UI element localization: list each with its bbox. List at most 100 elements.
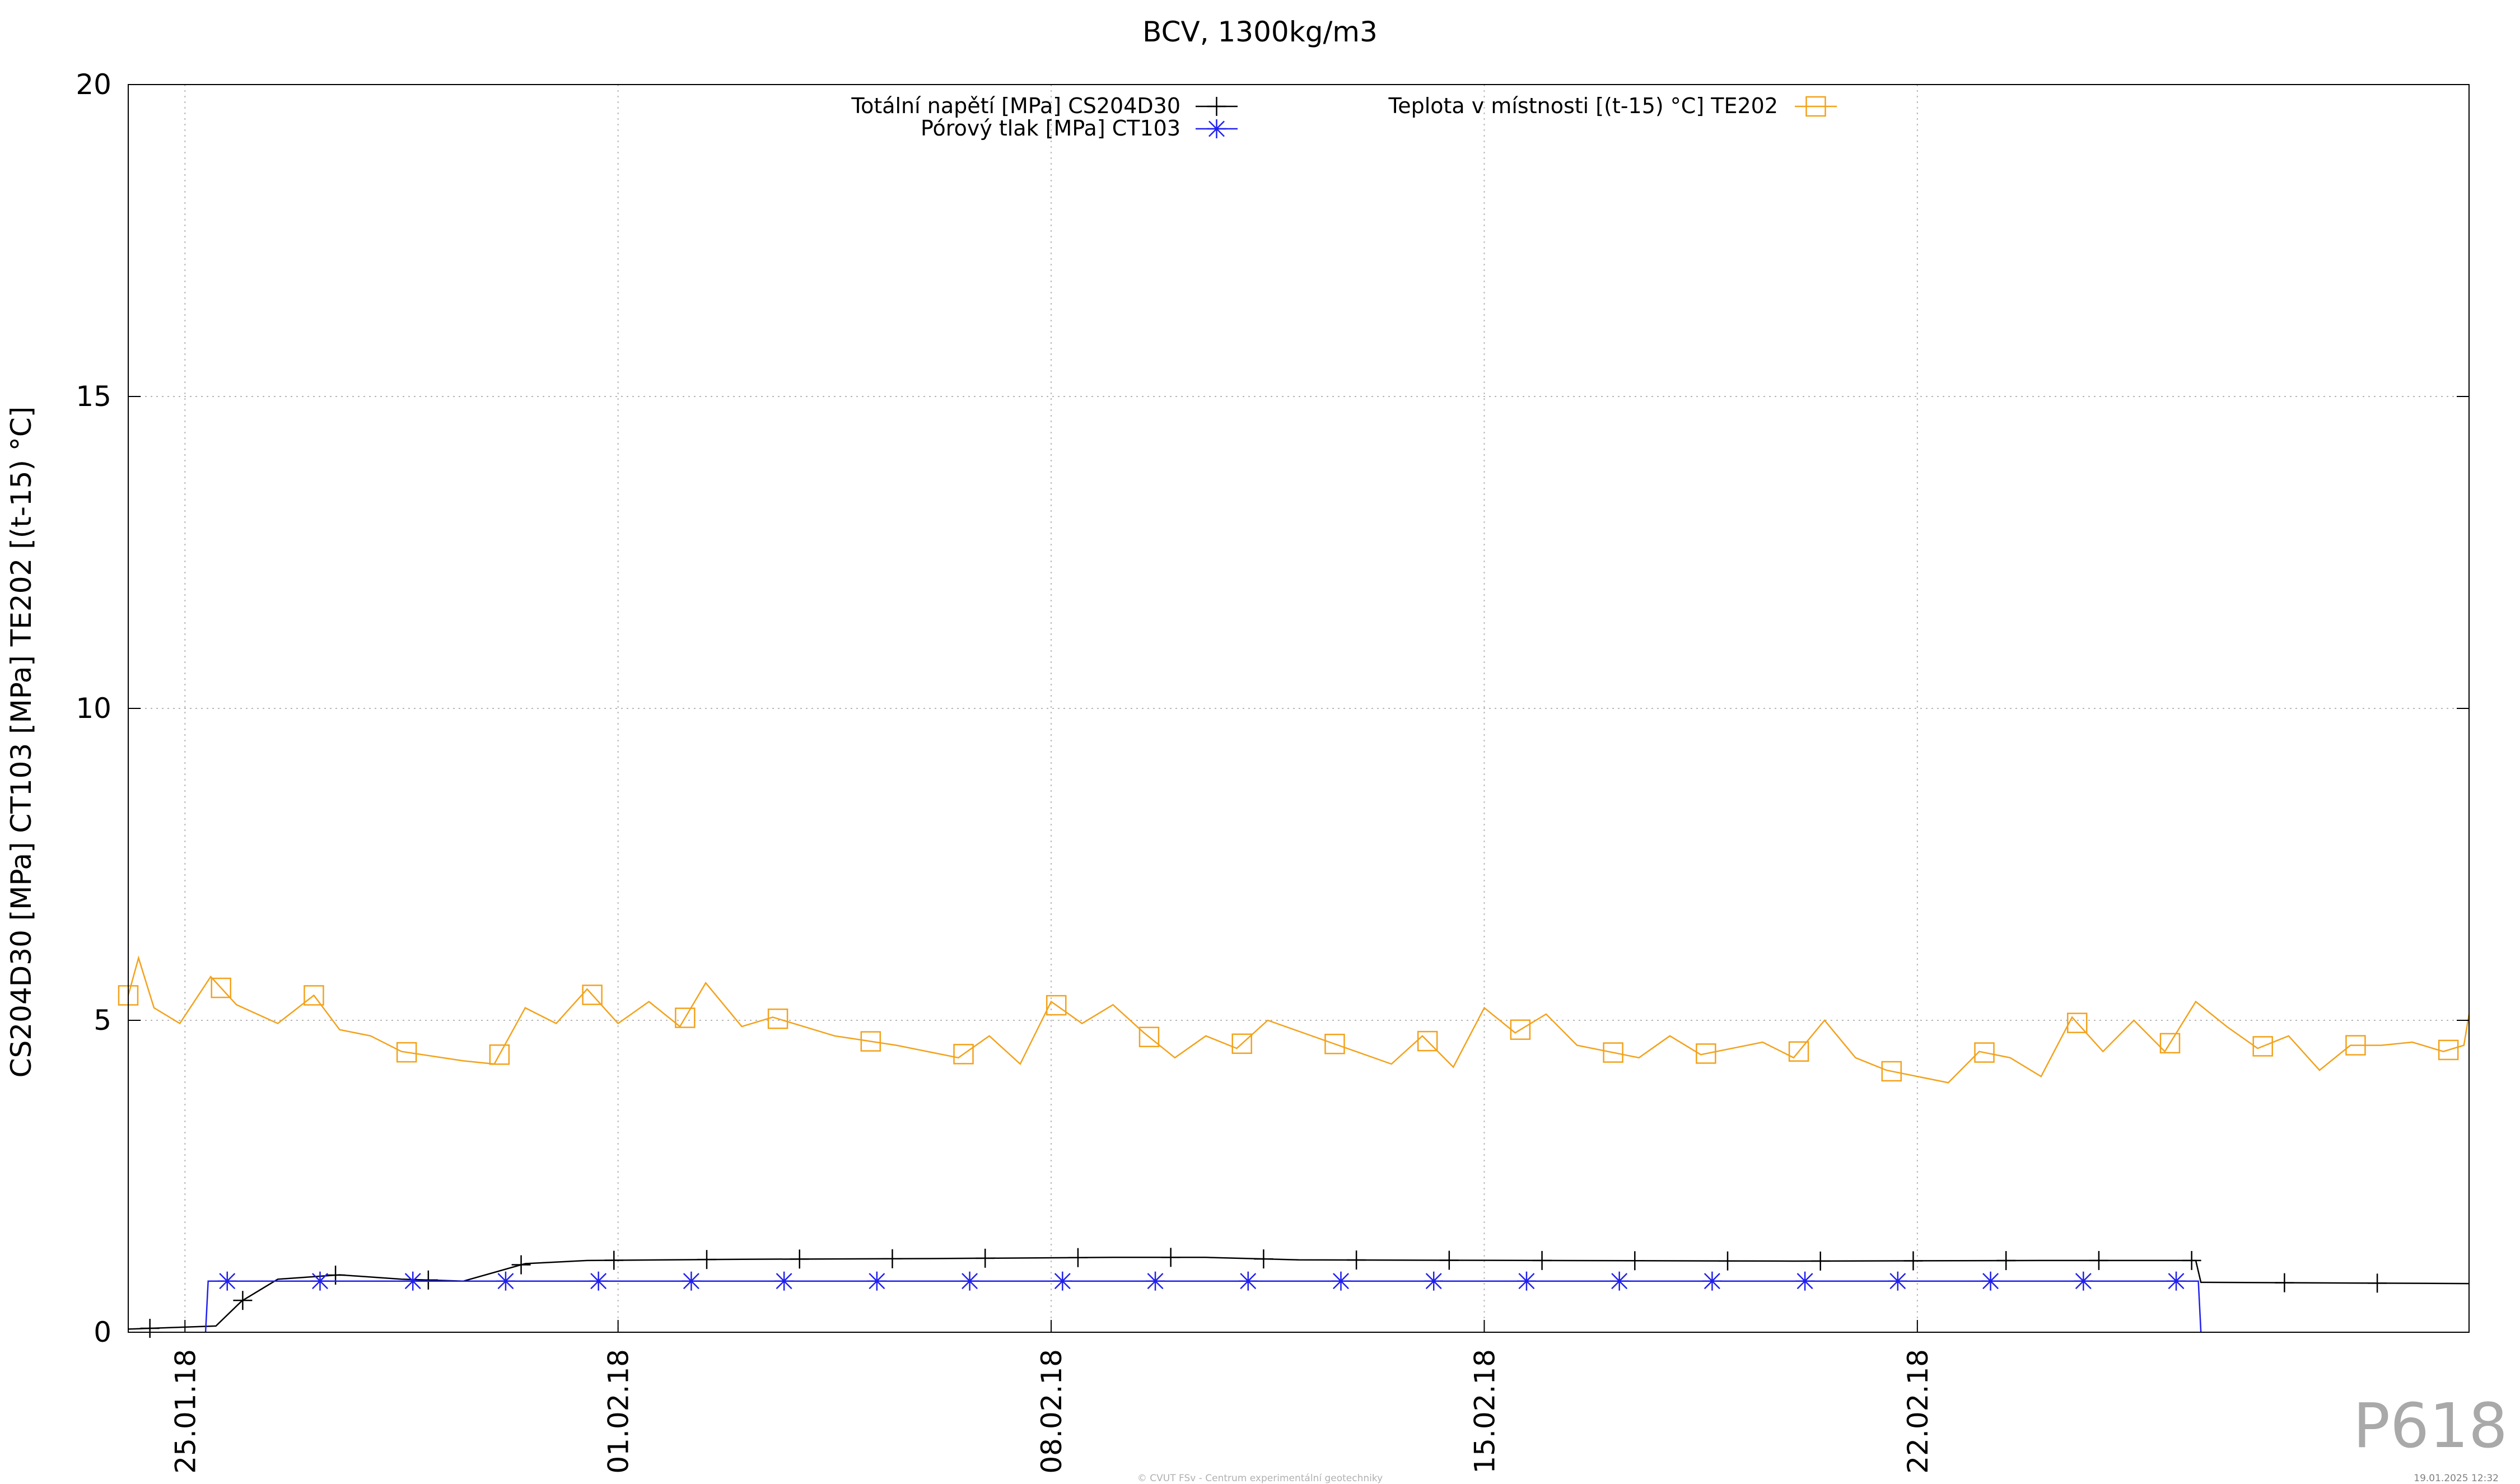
room-temperature-marker — [1974, 1042, 1995, 1063]
x-tick-label: 22.02.18 — [1902, 1349, 1934, 1474]
series-layer — [118, 955, 2470, 1338]
total-stress-marker — [697, 1250, 717, 1270]
room-temperature-marker — [1046, 995, 1067, 1016]
total-stress-marker — [511, 1255, 531, 1275]
pore-pressure-marker — [1424, 1271, 1444, 1291]
total-stress-marker — [1718, 1251, 1738, 1271]
legend-entry-room-temperature: Teplota v místnosti [(t-15) °C] TE202 — [1388, 94, 1837, 118]
room-temperature-marker — [1231, 1033, 1252, 1054]
y-tick-label: 0 — [94, 1316, 111, 1348]
room-temperature-marker — [1510, 1019, 1531, 1040]
total-stress-marker — [2275, 1273, 2294, 1292]
pore-pressure-marker — [682, 1271, 701, 1291]
room-temperature-marker — [1788, 1041, 1809, 1062]
pore-pressure-marker — [774, 1271, 794, 1291]
room-temperature-line — [127, 955, 2470, 1084]
total-stress-marker — [1996, 1251, 2016, 1271]
room-temperature-marker — [1417, 1030, 1438, 1052]
room-temperature-marker — [2252, 1036, 2273, 1057]
chart-title: BCV, 1300kg/m3 — [1142, 16, 1378, 48]
pore-pressure-marker — [1053, 1271, 1072, 1291]
footer-timestamp: 19.01.2025 12:32 — [2414, 1473, 2499, 1484]
room-temperature-marker — [2438, 1039, 2459, 1061]
pore-pressure-marker — [1516, 1271, 1536, 1291]
room-temperature-marker — [860, 1031, 881, 1052]
total-stress-marker — [2089, 1250, 2108, 1270]
pore-pressure-marker — [1888, 1271, 1907, 1291]
pore-pressure-marker — [1981, 1271, 2000, 1291]
pore-pressure-marker — [1331, 1271, 1351, 1291]
room-temperature-marker — [1696, 1043, 1716, 1064]
room-temperature-marker — [953, 1044, 974, 1065]
total-stress-marker — [790, 1249, 809, 1269]
total-stress-marker — [1810, 1251, 1830, 1271]
total-stress-marker — [1254, 1249, 1273, 1269]
pore-pressure-marker — [589, 1271, 608, 1291]
room-temperature-marker — [675, 1007, 696, 1028]
total-stress-marker — [2182, 1250, 2201, 1270]
x-tick-label: 15.02.18 — [1468, 1349, 1501, 1474]
footer-credit: © CVUT FSv - Centrum experimentální geot… — [1137, 1473, 1383, 1484]
y-tick-label: 10 — [76, 692, 111, 725]
pore-pressure-marker — [867, 1271, 886, 1291]
total-stress-marker — [233, 1291, 253, 1310]
legend-entry-total-stress: Totální napětí [MPa] CS204D30 — [851, 94, 1238, 118]
pore-pressure-marker — [960, 1271, 979, 1291]
pore-pressure-marker — [2074, 1271, 2093, 1291]
pore-pressure-marker — [1238, 1271, 1258, 1291]
pore-pressure-marker — [1795, 1271, 1815, 1291]
legend-label: Teplota v místnosti [(t-15) °C] TE202 — [1388, 94, 1778, 118]
room-temperature-marker — [2159, 1033, 2181, 1054]
legend-marker — [1207, 97, 1226, 116]
total-stress-marker — [140, 1319, 160, 1338]
y-tick-label: 15 — [76, 380, 111, 413]
pore-pressure-marker — [1146, 1271, 1165, 1291]
pore-pressure-marker — [403, 1271, 423, 1291]
total-stress-marker — [1347, 1250, 1366, 1270]
room-temperature-marker — [1603, 1042, 1623, 1063]
legend-entry-pore-pressure: Pórový tlak [MPa] CT103 — [921, 116, 1238, 141]
total-stress-marker — [1625, 1251, 1645, 1271]
total-stress-line — [128, 1257, 2470, 1330]
total-stress-marker — [2368, 1273, 2387, 1293]
series-room-temperature — [118, 955, 2470, 1084]
total-stress-marker — [1903, 1251, 1923, 1271]
total-stress-marker — [418, 1270, 438, 1290]
room-temperature-marker — [304, 985, 324, 1006]
pore-pressure-line — [204, 1280, 2202, 1333]
total-stress-marker — [976, 1248, 995, 1268]
legend-marker — [1805, 96, 1826, 117]
pore-pressure-marker — [1702, 1271, 1722, 1291]
y-tick-label: 5 — [94, 1004, 111, 1037]
y-tick-label: 20 — [76, 68, 111, 101]
room-temperature-marker — [211, 977, 231, 998]
series-total-stress — [128, 1248, 2470, 1338]
total-stress-marker — [604, 1250, 624, 1270]
legend-label: Pórový tlak [MPa] CT103 — [921, 116, 1180, 141]
grid-lines — [128, 85, 2469, 1332]
room-temperature-marker — [1138, 1026, 1160, 1047]
pore-pressure-marker — [1609, 1271, 1629, 1291]
total-stress-marker — [1161, 1248, 1180, 1267]
room-temperature-marker — [396, 1042, 417, 1063]
room-temperature-marker — [1324, 1033, 1345, 1054]
total-stress-marker — [883, 1249, 902, 1268]
legend-label: Totální napětí [MPa] CS204D30 — [851, 94, 1180, 118]
axis-ticks: 0 5 10 15 20 25.01.18 01.02.18 08.02.18 15.02.18… — [76, 68, 2469, 1474]
room-temperature-marker — [2067, 1012, 2088, 1033]
total-stress-marker — [1068, 1248, 1088, 1267]
watermark: P618 — [2353, 1390, 2508, 1462]
pore-pressure-marker — [2167, 1271, 2186, 1291]
room-temperature-marker — [2345, 1035, 2366, 1056]
room-temperature-marker — [767, 1008, 788, 1029]
room-temperature-marker — [1881, 1061, 1902, 1082]
pore-pressure-marker — [310, 1271, 330, 1291]
x-tick-label: 25.01.18 — [169, 1349, 202, 1474]
pore-pressure-marker — [496, 1271, 515, 1291]
x-tick-label: 08.02.18 — [1035, 1349, 1068, 1474]
pore-pressure-marker — [217, 1271, 237, 1291]
room-temperature-marker — [489, 1044, 510, 1065]
total-stress-marker — [1532, 1250, 1552, 1270]
total-stress-marker — [1439, 1250, 1459, 1270]
